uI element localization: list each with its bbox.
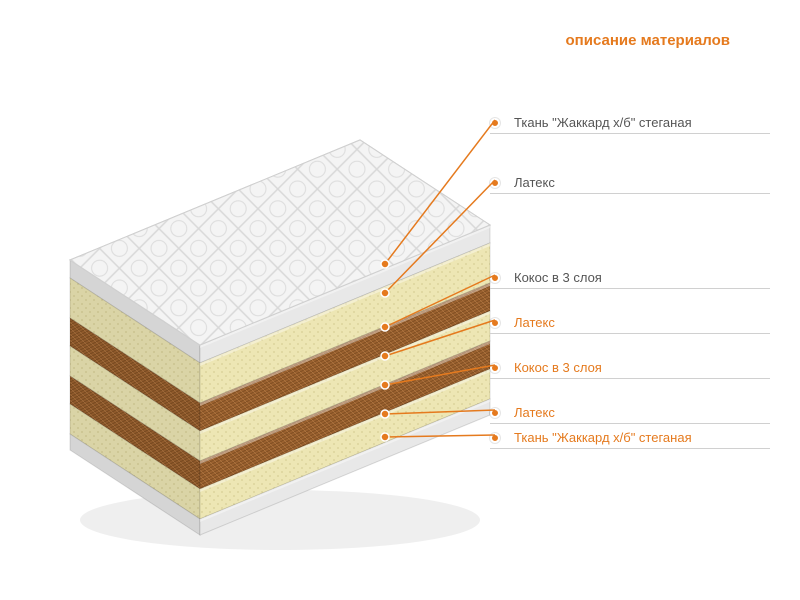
label-dot-icon: [490, 408, 500, 418]
mattress-layers-diagram: [60, 90, 480, 550]
material-label-row: Латекс: [490, 175, 770, 190]
label-dot-icon: [490, 433, 500, 443]
material-label-text: Ткань "Жаккард х/б" стеганая: [514, 430, 692, 445]
material-label-row: Латекс: [490, 315, 770, 330]
material-label-row: Ткань "Жаккард х/б" стеганая: [490, 430, 770, 445]
label-underline: [490, 193, 770, 194]
label-underline: [490, 378, 770, 379]
layers-svg: [60, 90, 520, 570]
label-dot-icon: [490, 363, 500, 373]
label-underline: [490, 448, 770, 449]
material-label-row: Кокос в 3 слоя: [490, 360, 770, 375]
material-label-row: Латекс: [490, 405, 770, 420]
material-label-text: Латекс: [514, 175, 555, 190]
label-underline: [490, 333, 770, 334]
material-label-text: Кокос в 3 слоя: [514, 270, 602, 285]
label-underline: [490, 288, 770, 289]
label-dot-icon: [490, 318, 500, 328]
label-dot-icon: [490, 178, 500, 188]
material-label-row: Ткань "Жаккард х/б" стеганая: [490, 115, 770, 130]
material-label-text: Латекс: [514, 315, 555, 330]
label-underline: [490, 133, 770, 134]
material-label-text: Кокос в 3 слоя: [514, 360, 602, 375]
label-underline: [490, 423, 770, 424]
material-label-text: Ткань "Жаккард х/б" стеганая: [514, 115, 692, 130]
material-label-row: Кокос в 3 слоя: [490, 270, 770, 285]
label-dot-icon: [490, 273, 500, 283]
label-dot-icon: [490, 118, 500, 128]
diagram-title: описание материалов: [566, 32, 730, 49]
material-label-text: Латекс: [514, 405, 555, 420]
